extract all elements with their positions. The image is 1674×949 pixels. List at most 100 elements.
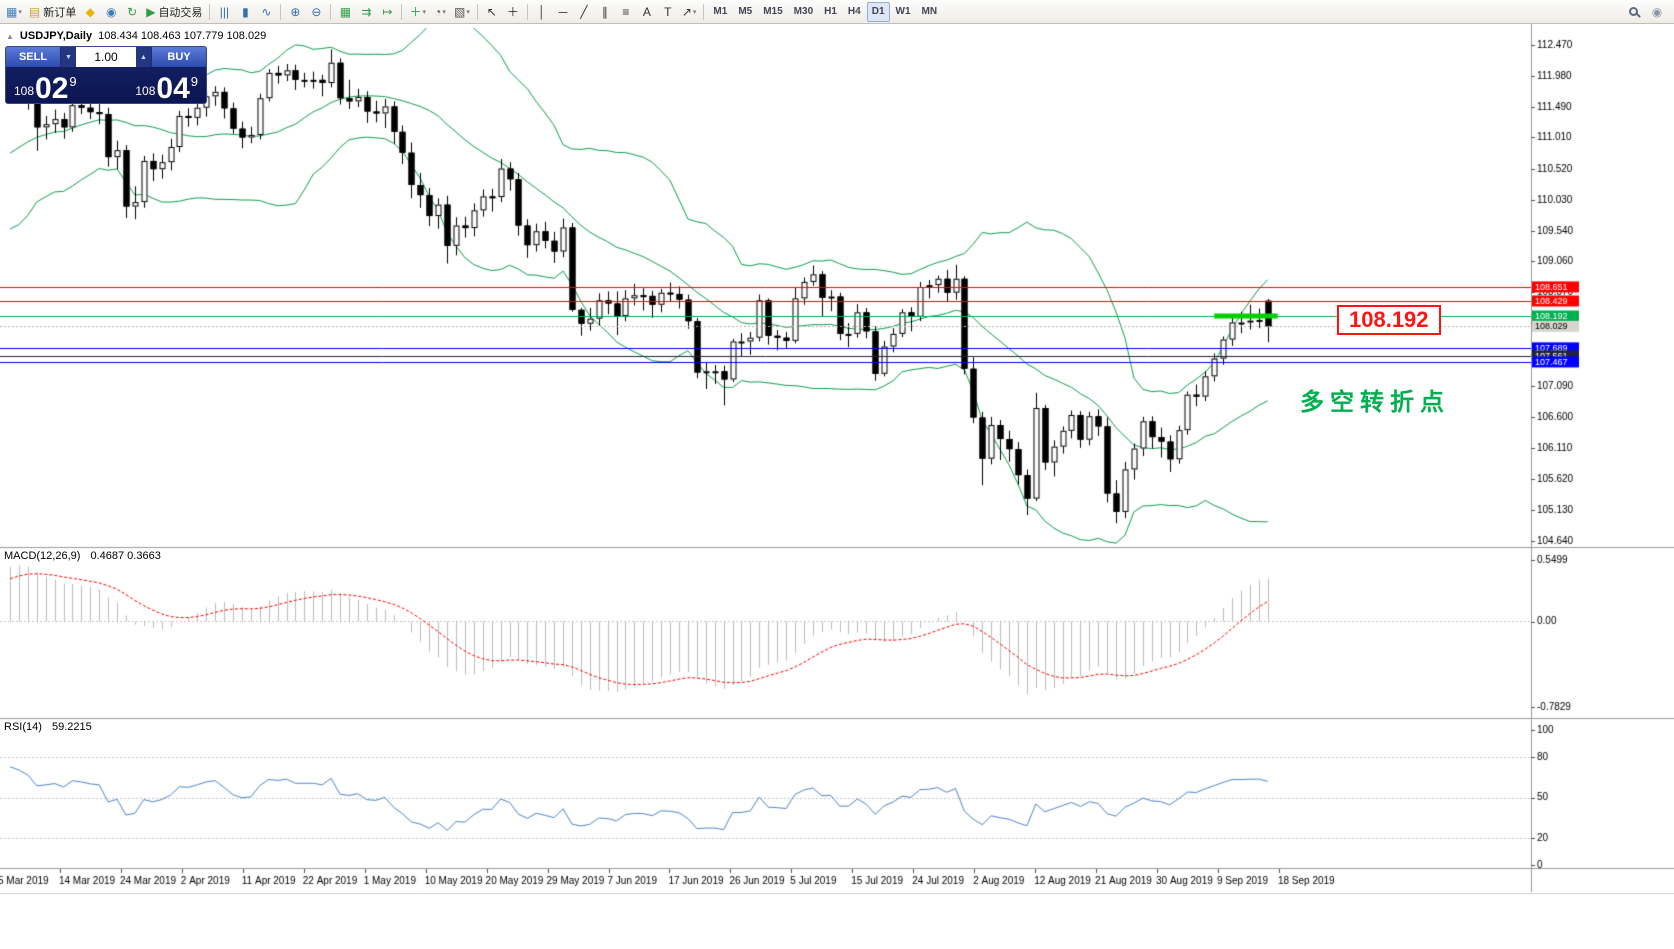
search-button[interactable] (1623, 2, 1643, 22)
new-chart-dropdown-icon[interactable]: ▾ (18, 8, 22, 16)
auto-scroll-button[interactable]: ⇉ (356, 2, 376, 22)
timeframe-h1-button[interactable]: H1 (819, 2, 842, 22)
arrows-icon: ↗ (681, 4, 692, 19)
buy-price-big: 04 (156, 72, 190, 104)
zoom-out-button[interactable]: ⊖ (306, 2, 326, 22)
templates-icon: ▧ (453, 4, 466, 19)
cursor-button[interactable]: ↖ (482, 2, 502, 22)
new-chart-button[interactable]: ▦ ▾ (3, 2, 25, 22)
timeframe-m1-button[interactable]: M1 (708, 2, 732, 22)
refresh-button[interactable]: ↻ (122, 2, 142, 22)
equidistant-channel-icon: ∥ (601, 4, 608, 19)
rsi-value: 59.2215 (51, 721, 92, 733)
chart-shift-button[interactable]: ↦ (377, 2, 397, 22)
community-button[interactable]: ◉ (1647, 2, 1667, 22)
timeframe-w1-label: W1 (895, 6, 911, 17)
horizontal-line-icon: ─ (558, 4, 568, 19)
text-label-button[interactable]: T (658, 2, 678, 22)
one-click-collapse-icon[interactable]: ▲ (6, 31, 14, 41)
fibonacci-icon: ≡ (622, 4, 630, 19)
timeframe-h4-button[interactable]: H4 (843, 2, 866, 22)
indicators-dropdown-icon[interactable]: ▾ (422, 8, 426, 16)
pivot-annotation: 多空转折点 (1300, 389, 1450, 416)
timeframe-m5-button[interactable]: M5 (733, 2, 757, 22)
new-order-icon: ▤ (28, 4, 41, 19)
tile-windows-icon: ▦ (339, 4, 352, 19)
buy-price-prefix: 108 (135, 84, 156, 98)
buy-price[interactable]: 108 04 9 (135, 67, 198, 104)
indicators-icon: ＋ (409, 4, 422, 19)
volume-input[interactable] (76, 47, 136, 67)
autotrading-button[interactable]: ▶ 自动交易 (143, 2, 205, 22)
new-chart-icon: ▦ (6, 4, 18, 19)
sell-price[interactable]: 108 02 9 (14, 67, 77, 104)
horizontal-line-button[interactable]: ─ (553, 2, 573, 22)
fibonacci-button[interactable]: ≡ (616, 2, 636, 22)
line-chart-button[interactable]: ∿ (256, 2, 276, 22)
rsi-name: RSI(14) (4, 721, 42, 733)
timeframe-m30-button[interactable]: M30 (789, 2, 818, 22)
refresh-icon: ↻ (127, 4, 138, 19)
toolbar-separator (280, 3, 282, 20)
trendline-icon: ╱ (580, 4, 588, 19)
trendline-button[interactable]: ╱ (574, 2, 594, 22)
market-watch-button[interactable]: ◉ (101, 2, 121, 22)
toolbar-separator (401, 3, 403, 20)
sell-price-sup: 9 (69, 74, 77, 89)
cursor-icon: ↖ (486, 4, 497, 19)
candlestick-chart-button[interactable]: ▮ (235, 2, 255, 22)
toolbar-separator (703, 3, 705, 20)
autotrading-icon: ▶ (146, 4, 156, 19)
timeframe-m15-label: M15 (763, 6, 783, 17)
community-icon: ◉ (1651, 4, 1663, 19)
zoom-in-icon: ⊕ (290, 4, 301, 19)
templates-dropdown-icon[interactable]: ▾ (466, 8, 470, 16)
toolbar-separator (330, 3, 332, 20)
timeframe-h1-label: H1 (824, 6, 837, 17)
periods-dropdown-icon[interactable]: ▾ (442, 8, 446, 16)
text-button[interactable]: A (637, 2, 657, 22)
volume-decrease-button[interactable]: ▼ (61, 47, 76, 67)
ohlc-values: 108.434 108.463 107.779 108.029 (98, 30, 267, 42)
vertical-line-button[interactable]: │ (532, 2, 552, 22)
timeframe-m5-label: M5 (738, 6, 753, 17)
sell-button[interactable]: SELL (6, 47, 61, 67)
sell-price-big: 02 (35, 72, 69, 104)
arrows-dropdown-icon[interactable]: ▾ (692, 8, 697, 16)
auto-scroll-icon: ⇉ (361, 4, 372, 19)
equidistant-channel-button[interactable]: ∥ (595, 2, 615, 22)
crosshair-button[interactable]: ＋ (503, 2, 523, 22)
toolbar-separator (209, 3, 211, 20)
timeframe-d1-button[interactable]: D1 (866, 1, 890, 22)
new-order-label: 新订单 (43, 6, 77, 19)
rsi-label: RSI(14) 59.2215 (4, 721, 92, 733)
metaeditor-button[interactable]: ◆ (80, 2, 100, 22)
chart-canvas[interactable] (0, 24, 1674, 949)
periods-icon: ◔ (434, 4, 442, 19)
indicators-button[interactable]: ＋ ▾ (406, 2, 429, 22)
bar-chart-button[interactable]: ||| (214, 2, 234, 22)
new-order-button[interactable]: ▤ 新订单 (26, 2, 79, 22)
periods-button[interactable]: ◔ ▾ (430, 2, 450, 22)
buy-button[interactable]: BUY (151, 47, 206, 67)
timeframe-m1-label: M1 (713, 6, 728, 17)
bar-chart-icon: ||| (219, 4, 230, 19)
toolbar-groups: ▦ ▾ ▤ 新订单 ◆ ◉ ↻ ▶ 自动交易 ||| ▮ ∿ ⊕ ⊖ ▦ ⇉ ↦ ＋ ▾ ◔ ▾ ▧ ▾ ↖ ＋ │ ─ ╱ ∥ ≡ A T ↗… (3, 1, 943, 22)
buy-price-sup: 9 (190, 74, 198, 89)
timeframe-w1-button[interactable]: W1 (891, 2, 916, 22)
timeframe-mn-button[interactable]: MN (917, 2, 943, 22)
sell-label: SELL (18, 51, 48, 63)
templates-button[interactable]: ▧ ▾ (451, 2, 473, 22)
macd-name: MACD(12,26,9) (4, 550, 81, 562)
tile-windows-button[interactable]: ▦ (335, 2, 355, 22)
search-icon (1628, 7, 1638, 16)
zoom-out-icon: ⊖ (311, 4, 322, 19)
arrows-button[interactable]: ↗ ▾ (679, 2, 700, 22)
line-chart-icon: ∿ (261, 4, 272, 19)
volume-increase-button[interactable]: ▲ (136, 47, 151, 67)
toolbar-right: ◉ (1623, 2, 1671, 22)
zoom-in-button[interactable]: ⊕ (285, 2, 305, 22)
metaeditor-icon: ◆ (85, 4, 95, 19)
chart-window: ▲ USDJPY,Daily 108.434 108.463 107.779 1… (0, 24, 1674, 949)
timeframe-m15-button[interactable]: M15 (758, 2, 787, 22)
